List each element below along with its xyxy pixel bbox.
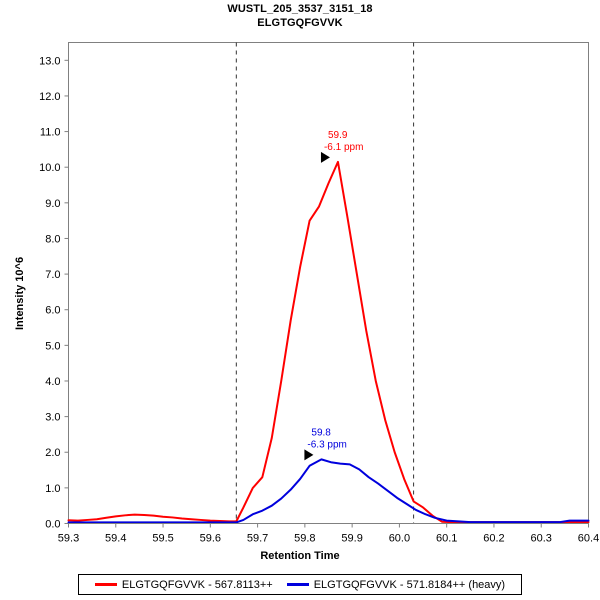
chart-title-block: WUSTL_205_3537_3151_18 ELGTGQFGVVK — [0, 2, 600, 30]
x-axis-label: Retention Time — [260, 550, 340, 562]
y-axis-tick-label: 0.0 — [45, 519, 60, 531]
y-axis-tick-label: 7.0 — [45, 269, 60, 281]
page-subtitle: ELGTGQFGVVK — [257, 17, 343, 29]
y-axis-tick-label: 11.0 — [40, 127, 61, 139]
x-axis-tick-label: 59.5 — [152, 533, 173, 545]
peak-marker-triangle-heavy[interactable] — [304, 449, 314, 461]
y-axis-tick-label: 13.0 — [39, 55, 60, 67]
x-axis-tick-label: 60.4 — [578, 533, 599, 545]
x-axis-tick-label: 60.1 — [436, 533, 457, 545]
y-axis-tick-label: 2.0 — [45, 447, 60, 459]
x-axis-tick-label: 59.8 — [294, 533, 315, 545]
y-axis-tick-label: 4.0 — [45, 376, 60, 388]
x-axis-tick-label: 60.3 — [531, 533, 552, 545]
peak-label-ppm-light: -6.1 ppm — [324, 142, 363, 153]
y-axis-tick-label: 12.0 — [39, 91, 60, 103]
y-axis-tick-label: 3.0 — [45, 412, 60, 424]
chart-legend: ELGTGQFGVVK - 567.8113++ ELGTGQFGVVK - 5… — [78, 574, 522, 595]
x-axis-tick-label: 59.4 — [105, 533, 126, 545]
y-axis-tick-label: 8.0 — [45, 233, 60, 245]
x-axis-tick-label: 60.2 — [483, 533, 504, 545]
x-axis-tick-label: 60.0 — [389, 533, 410, 545]
legend-item-light[interactable]: ELGTGQFGVVK - 567.8113++ — [94, 578, 273, 591]
page-title: WUSTL_205_3537_3151_18 — [227, 3, 373, 15]
legend-label-light: ELGTGQFGVVK - 567.8113++ — [121, 578, 273, 591]
y-axis-tick-label: 6.0 — [45, 305, 60, 317]
y-axis-tick-label: 10.0 — [39, 162, 60, 174]
x-axis-tick-label: 59.7 — [247, 533, 268, 545]
x-axis-tick-label: 59.9 — [341, 533, 362, 545]
x-axis-tick-label: 59.3 — [58, 533, 79, 545]
legend-swatch-heavy — [286, 583, 309, 586]
legend-item-heavy[interactable]: ELGTGQFGVVK - 571.8184++ (heavy) — [286, 578, 506, 591]
peak-label-ppm-heavy: -6.3 ppm — [307, 439, 346, 450]
legend-label-heavy: ELGTGQFGVVK - 571.8184++ (heavy) — [313, 578, 506, 591]
y-axis-tick-label: 1.0 — [45, 483, 60, 495]
legend-swatch-light — [94, 583, 117, 586]
plot-frame — [68, 42, 589, 524]
series-line-heavy[interactable] — [67, 458, 590, 524]
peak-marker-triangle-light[interactable] — [320, 151, 330, 163]
peak-label-time-heavy: 59.8 — [311, 427, 331, 438]
y-axis-tick-label: 5.0 — [45, 340, 60, 352]
peak-label-time-light: 59.9 — [328, 130, 348, 141]
x-axis-tick-label: 59.6 — [200, 533, 221, 545]
y-axis-tick-label: 9.0 — [45, 198, 60, 210]
